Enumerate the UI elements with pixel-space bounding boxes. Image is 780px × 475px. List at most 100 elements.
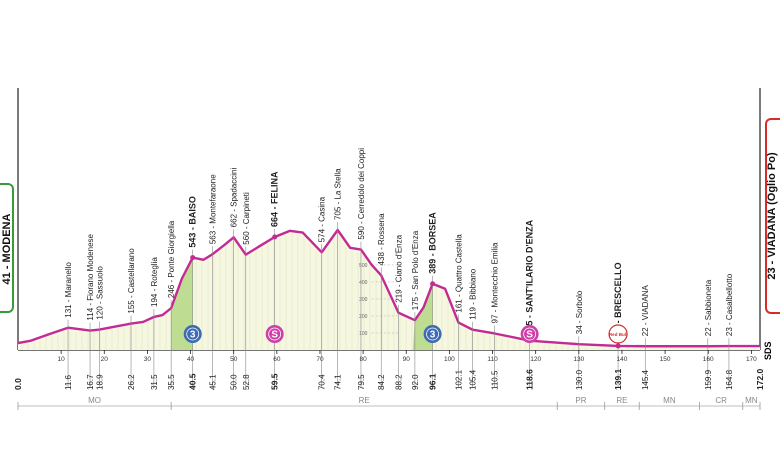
place-km-label: 105.4 [469, 369, 478, 390]
place-label: 22 - Sabbioneta [704, 279, 713, 336]
place-km-label: 16.7 [86, 374, 95, 390]
finish-label: 23 - VIADANA (Oglio Po) [766, 152, 778, 280]
badge-ring [186, 327, 200, 341]
place-km-label: 52.8 [242, 374, 251, 390]
axis-tick-label: 100 [444, 356, 455, 363]
start-badge: 41 - MODENA [0, 183, 14, 313]
place-marker [190, 255, 196, 261]
redbull-badge [608, 324, 628, 344]
place-km-label: 88.2 [394, 374, 403, 390]
place-km-label: 26.2 [127, 374, 136, 390]
badge-text: S [526, 330, 533, 341]
place-km-label: 102.1 [454, 369, 463, 390]
place-marker [430, 281, 436, 287]
badge-text: S [271, 330, 278, 341]
axis-tick-label: 130 [573, 356, 584, 363]
axis-tick-label: 170 [746, 356, 757, 363]
axis-tick-label: 70 [316, 356, 324, 363]
elevation-tick-label: 400 [359, 280, 368, 286]
place-label: 219 - Ciano d'Enza [394, 234, 403, 302]
elevation-tick-label: 100 [359, 331, 368, 337]
place-km-label: 159.9 [704, 369, 713, 390]
place-label: 120 - Sassuolo [96, 266, 105, 320]
place-label: 119 - Bibbiano [469, 268, 478, 320]
sds-mark: SDS [763, 341, 773, 360]
place-label: 155 - Castellarano [127, 248, 136, 314]
place-label: 55 - SANT'ILARIO D'ENZA [525, 219, 535, 330]
place-label: 24 - BRESCELLO [613, 262, 623, 336]
start-label: 41 - MODENA [1, 213, 13, 285]
place-label: 662 - Spadaccini [230, 168, 239, 228]
place-km-label: 79.5 [357, 374, 366, 390]
place-label: 97 - Montecchio Emilia [491, 242, 500, 323]
place-label: 438 - Rossena [377, 213, 386, 266]
place-label: 590 - Cerredolo dei Coppi [357, 148, 366, 240]
axis-tick-label: 120 [530, 356, 541, 363]
elevation-tick-label: 500 [359, 263, 368, 269]
axis-tick-label: 80 [359, 356, 367, 363]
place-marker [615, 343, 621, 349]
place-km-label: 45.1 [209, 374, 218, 390]
axis-tick-label: 110 [487, 356, 498, 363]
axis-tick-label: 90 [403, 356, 411, 363]
place-label: 114 - Fiorano Modenese [86, 233, 95, 320]
region-label: RE [359, 396, 370, 405]
place-label: 23 - Casalbellotto [725, 273, 734, 336]
place-label: 664 - FELINA [270, 171, 280, 227]
place-km-label: 59.5 [270, 373, 280, 390]
place-label: 389 - BORSEA [428, 212, 438, 274]
place-km-label: 84.2 [377, 374, 386, 390]
place-label: 563 - Montefaraone [209, 174, 218, 244]
region-label: MN [663, 396, 676, 405]
place-km-label: 11.6 [64, 374, 73, 390]
place-km-label: 35.5 [167, 374, 176, 390]
axis-tick-label: 20 [101, 356, 109, 363]
region-label: CR [715, 396, 727, 405]
place-km-label: 139.1 [613, 368, 623, 390]
badge-ring [523, 327, 537, 341]
place-label: 246 - Ponte Giorgiella [167, 220, 176, 298]
axis-tick-label: 140 [617, 356, 628, 363]
axis-tick-label: 150 [660, 356, 671, 363]
place-label: 131 - Maranello [64, 262, 73, 318]
badge-text: 3 [430, 330, 436, 341]
place-marker [272, 234, 278, 240]
finish-km-label: 172.0 [755, 368, 765, 390]
place-km-label: 31.5 [150, 374, 159, 390]
axis-tick-label: 50 [230, 356, 238, 363]
redbull-badge-text: Red Bull [609, 332, 627, 337]
axis-tick-label: 60 [273, 356, 281, 363]
badge-ring [268, 327, 282, 341]
place-label: 34 - Sorbolo [575, 290, 584, 334]
region-label: MN [745, 396, 758, 405]
profile-hatching [21, 234, 755, 350]
profile-line [17, 228, 760, 348]
finish-badge: 23 - VIADANA (Oglio Po) [765, 118, 780, 314]
place-km-label: 74.1 [334, 374, 343, 390]
elevation-tick-label: 300 [359, 297, 368, 303]
place-km-label: 96.1 [428, 373, 438, 390]
axis-tick-label: 30 [144, 356, 152, 363]
place-label: 574 - Casina [318, 196, 327, 242]
place-km-label: 118.6 [525, 369, 535, 390]
badge-ring [426, 327, 439, 341]
place-km-label: 40.5 [188, 373, 198, 390]
axis-tick-label: 10 [58, 356, 66, 363]
place-label: 194 - Roteglia [150, 257, 159, 307]
place-km-label: 70.4 [318, 374, 327, 390]
axis-tick-label: 40 [187, 356, 195, 363]
place-label: 705 - La Stella [334, 168, 343, 220]
axis-tick-label: 160 [703, 356, 714, 363]
region-label: PR [575, 396, 586, 405]
place-km-label: 164.8 [725, 369, 734, 390]
region-label: MO [88, 396, 101, 405]
place-km-label: 130.0 [575, 369, 584, 390]
place-label: 543 - BAISO [188, 196, 198, 248]
place-label: 175 - San Polo d'Enza [411, 230, 420, 310]
place-km-label: 50.0 [230, 374, 239, 390]
start-km-label: 0.0 [13, 378, 23, 390]
region-label: RE [616, 396, 627, 405]
place-label: 560 - Carpineti [242, 192, 251, 245]
